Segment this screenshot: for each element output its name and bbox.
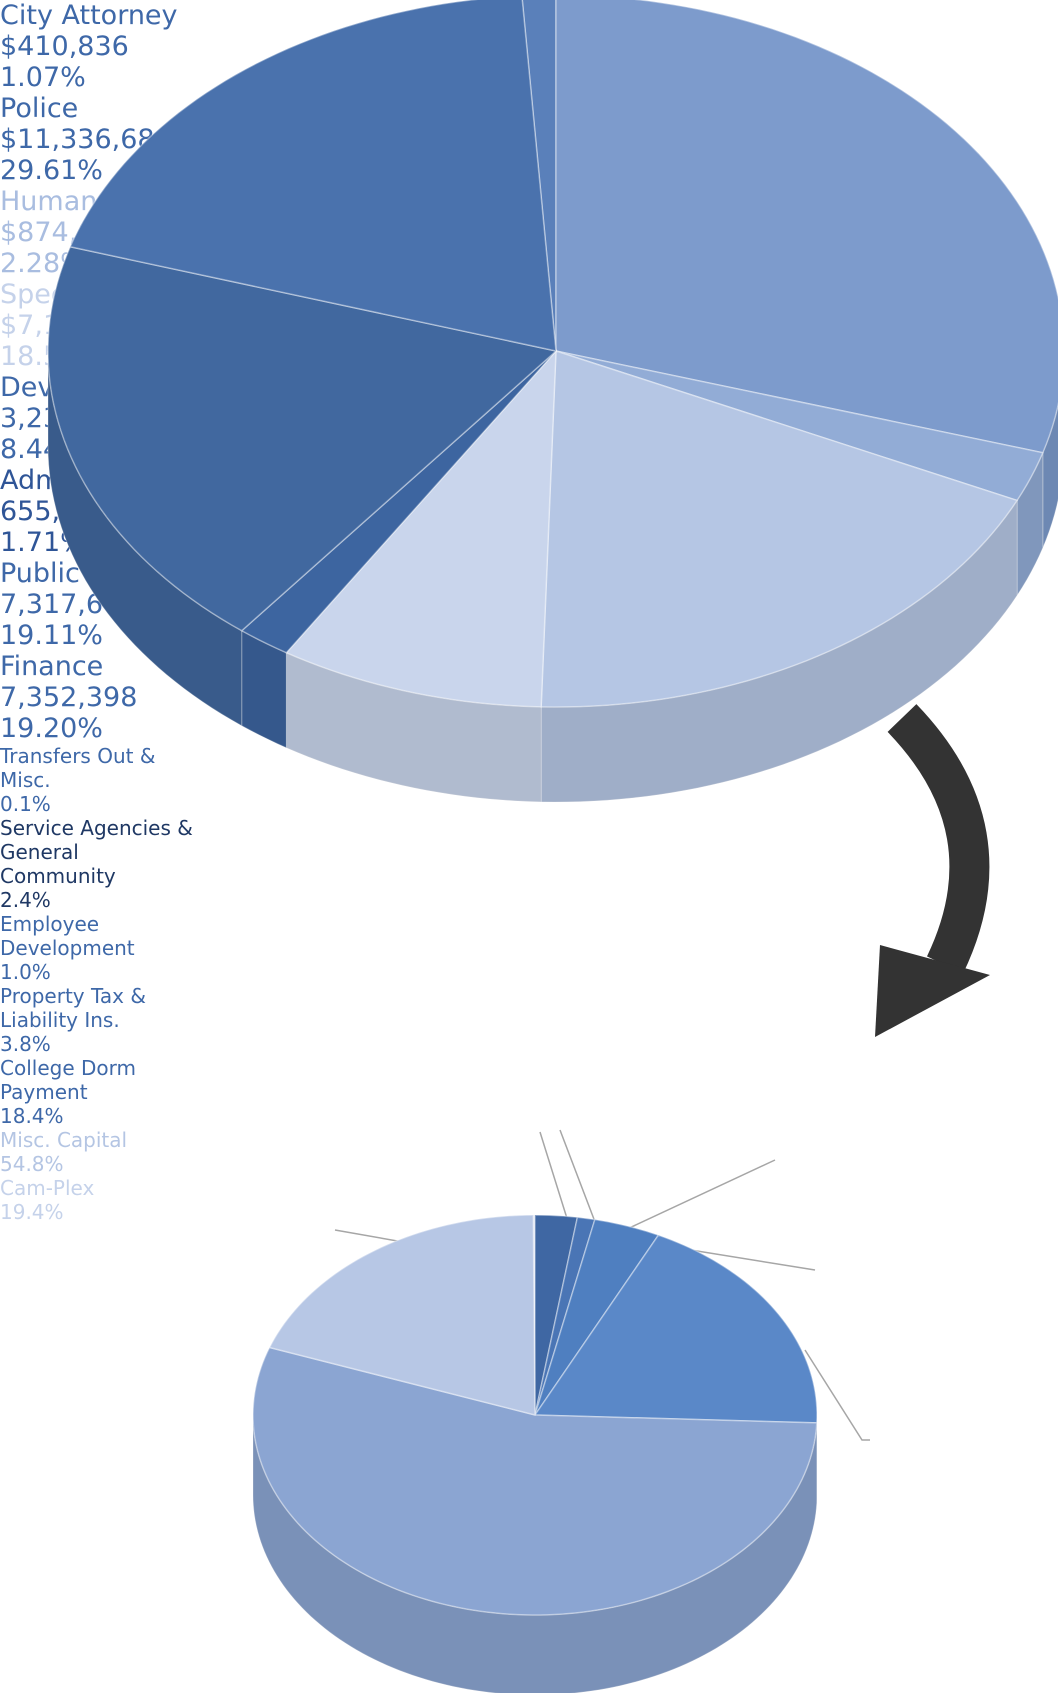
data-label: Service Agencies & General Community 2.4% bbox=[0, 816, 198, 912]
label-name: Service Agencies & General Community bbox=[0, 816, 193, 888]
label-name: College Dorm Payment bbox=[0, 1056, 136, 1104]
slice bbox=[540, 349, 1019, 708]
label-percent: 1.07% bbox=[0, 62, 86, 93]
arrow-body bbox=[887, 704, 990, 974]
label-name: Misc. Capital bbox=[0, 1128, 128, 1152]
slice-side-shade bbox=[48, 351, 242, 726]
slice bbox=[533, 1234, 818, 1424]
slice-side-shade bbox=[286, 652, 542, 802]
label-percent: 19.11% bbox=[0, 620, 103, 651]
slice-side bbox=[241, 629, 287, 749]
label-name: Police bbox=[0, 93, 79, 124]
leader-line bbox=[559, 1129, 601, 1236]
label-amount: $410,836 bbox=[0, 31, 129, 62]
label-percent: 3.8% bbox=[0, 1032, 51, 1056]
slice bbox=[252, 1346, 818, 1616]
slice bbox=[555, 0, 1058, 454]
label-percent: 1.0% bbox=[0, 960, 51, 984]
data-label: Misc. Capital 54.8% bbox=[0, 1128, 160, 1176]
slice bbox=[285, 348, 557, 708]
slice-side-shade bbox=[1042, 405, 1058, 548]
label-name: Property Tax & Liability Ins. bbox=[0, 984, 146, 1032]
label-name: City Attorney bbox=[0, 0, 178, 31]
slice bbox=[534, 1218, 660, 1416]
leader-lines bbox=[334, 1129, 870, 1441]
slice-side bbox=[47, 350, 243, 727]
data-label: Cam-Plex 19.4% bbox=[0, 1176, 118, 1224]
leader-line bbox=[624, 1159, 776, 1231]
arrow bbox=[875, 704, 990, 1037]
data-label: Property Tax & Liability Ins. 3.8% bbox=[0, 984, 178, 1056]
slice bbox=[555, 350, 1044, 502]
slice-side bbox=[252, 1414, 818, 1693]
label-percent: 18.4% bbox=[0, 1104, 64, 1128]
slice bbox=[534, 1214, 579, 1416]
slice bbox=[268, 1214, 536, 1416]
leader-line bbox=[804, 1349, 870, 1441]
label-name: Cam-Plex bbox=[0, 1176, 95, 1200]
label-percent: 29.61% bbox=[0, 155, 103, 186]
label-name: Employee Development bbox=[0, 912, 135, 960]
data-label: Finance 7,352,398 19.20% bbox=[0, 651, 160, 744]
slice bbox=[69, 0, 557, 352]
label-amount: 7,352,398 bbox=[0, 682, 138, 713]
label-percent: 19.20% bbox=[0, 713, 103, 744]
slice bbox=[240, 350, 557, 654]
data-label: City Attorney $410,836 1.07% bbox=[0, 0, 196, 93]
label-name: Transfers Out & Misc. bbox=[0, 744, 156, 792]
slice-side-shade bbox=[253, 1415, 817, 1693]
label-percent: 54.8% bbox=[0, 1152, 64, 1176]
data-label: College Dorm Payment 18.4% bbox=[0, 1056, 186, 1128]
slice-side bbox=[285, 651, 542, 803]
slice-side-shade bbox=[1017, 452, 1043, 596]
label-percent: 0.1% bbox=[0, 792, 51, 816]
label-percent: 19.4% bbox=[0, 1200, 64, 1224]
label-percent: 2.4% bbox=[0, 888, 51, 912]
arrow-head bbox=[875, 945, 990, 1037]
data-label: Employee Development 1.0% bbox=[0, 912, 164, 984]
slice-side-shade bbox=[541, 500, 1018, 802]
slice-side-shade bbox=[241, 630, 287, 748]
slice bbox=[47, 245, 558, 632]
label-name: Finance bbox=[0, 651, 104, 682]
data-label: Transfers Out & Misc. 0.1% bbox=[0, 744, 188, 816]
